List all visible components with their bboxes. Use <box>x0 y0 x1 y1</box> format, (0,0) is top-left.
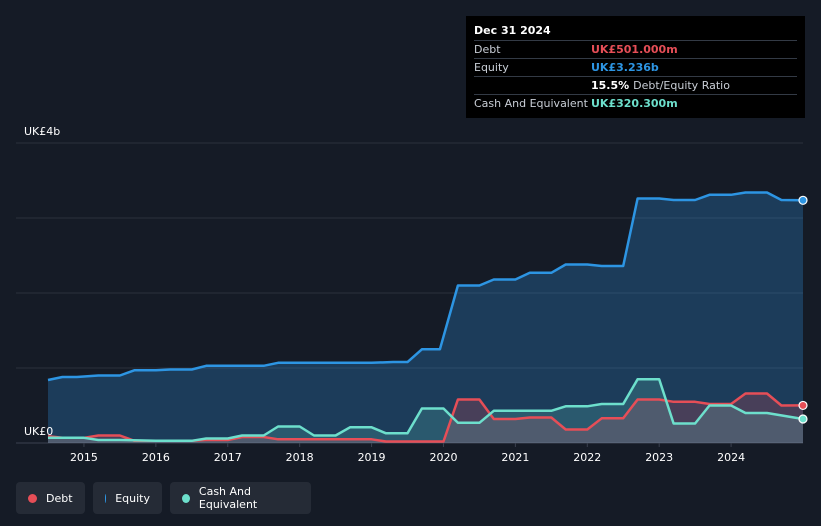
legend-cash-label: Cash And Equivalent <box>198 485 258 511</box>
tooltip-ratio-value: 15.5% <box>591 79 630 92</box>
cash-area <box>48 379 803 443</box>
end-markers <box>798 195 808 424</box>
legend-item-debt[interactable]: Debt <box>16 482 85 514</box>
legend-debt-label: Debt <box>46 491 73 505</box>
tooltip-equity-value: UK£3.236b <box>591 61 659 74</box>
tooltip-cash-value: UK£320.300m <box>591 97 678 110</box>
tooltip-debt-label: Debt <box>474 43 501 56</box>
x-tick-label: 2022 <box>573 451 601 464</box>
y-axis-min-label: UK£0 <box>24 425 54 438</box>
equity-end-marker <box>798 195 808 205</box>
x-tick-label: 2017 <box>214 451 242 464</box>
tooltip-equity-label: Equity <box>474 61 509 74</box>
cash-end-marker <box>798 414 808 424</box>
equity-area <box>48 192 803 443</box>
x-tick-label: 2021 <box>501 451 529 464</box>
legend-equity-label: Equity <box>115 491 150 505</box>
equity-line <box>47 191 804 382</box>
legend-item-equity[interactable]: Equity <box>93 482 162 514</box>
x-tick-label: 2015 <box>70 451 98 464</box>
x-tick-label: 2018 <box>286 451 314 464</box>
x-tick-label: 2019 <box>358 451 386 464</box>
x-tick-label: 2016 <box>142 451 170 464</box>
data-tooltip: Dec 31 2024 Debt UK£501.000m Equity UK£3… <box>466 16 805 118</box>
debt-area <box>48 393 803 443</box>
cash-line <box>48 378 804 443</box>
x-tick-label: 2024 <box>717 451 745 464</box>
legend-item-cash[interactable]: Cash And Equivalent <box>170 482 311 514</box>
grid-lines <box>16 142 803 444</box>
equity-dot-icon <box>105 493 107 503</box>
x-tick-label: 2020 <box>429 451 457 464</box>
tooltip-debt-value: UK£501.000m <box>591 43 678 56</box>
tooltip-equity-row: Equity UK£3.236b <box>474 58 797 76</box>
tooltip-ratio-row: 15.5% Debt/Equity Ratio <box>474 76 797 94</box>
x-axis-ticks: 2015 2016 2017 2018 2019 2020 2021 2022 2023 2024 <box>70 443 745 464</box>
series-lines <box>47 191 804 443</box>
tooltip-debt-row: Debt UK£501.000m <box>474 40 797 58</box>
tooltip-date: Dec 31 2024 <box>474 24 551 37</box>
debt-dot-icon <box>28 493 37 503</box>
debt-end-marker <box>798 400 808 411</box>
tooltip-cash-row: Cash And Equivalent UK£320.300m <box>474 94 797 112</box>
chart-legend: Debt Equity Cash And Equivalent <box>16 482 311 514</box>
tooltip-cash-label: Cash And Equivalent <box>474 97 588 110</box>
tooltip-ratio-label: Debt/Equity Ratio <box>633 79 730 92</box>
series-areas <box>48 192 803 443</box>
cash-dot-icon <box>182 493 190 503</box>
x-tick-label: 2023 <box>645 451 673 464</box>
y-axis-max-label: UK£4b <box>24 125 61 138</box>
